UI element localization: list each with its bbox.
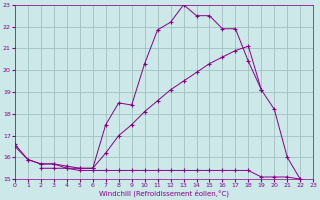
X-axis label: Windchill (Refroidissement éolien,°C): Windchill (Refroidissement éolien,°C): [99, 190, 229, 197]
